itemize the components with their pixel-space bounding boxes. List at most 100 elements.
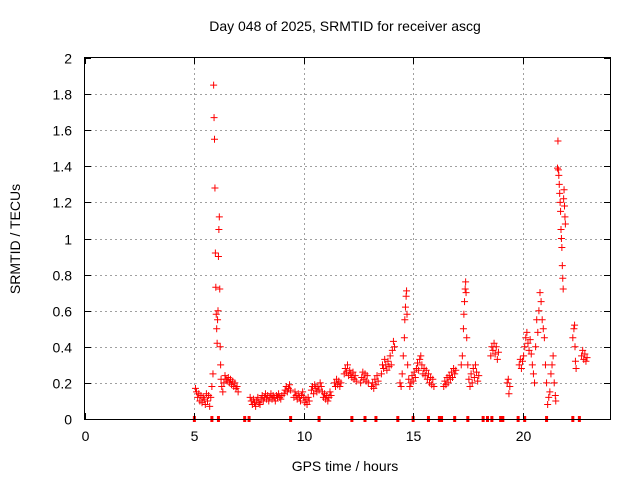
data-point — [221, 372, 229, 380]
data-point — [400, 334, 408, 342]
data-point — [554, 164, 561, 172]
data-point — [520, 352, 528, 360]
data-point — [330, 379, 338, 387]
y-tick-label: 1.6 — [53, 123, 73, 139]
data-point — [463, 334, 471, 342]
data-point — [401, 303, 409, 311]
data-point — [305, 397, 313, 405]
data-point — [210, 114, 218, 122]
data-point — [583, 354, 591, 362]
data-point — [415, 366, 423, 374]
data-point — [487, 352, 495, 360]
data-point — [462, 289, 470, 297]
data-point — [232, 384, 240, 392]
data-point — [212, 283, 220, 291]
data-point — [219, 388, 227, 396]
data-point — [291, 388, 299, 396]
data-point — [559, 285, 567, 293]
data-point — [418, 361, 426, 369]
data-point — [544, 401, 552, 409]
data-point — [403, 287, 411, 295]
data-point — [550, 379, 558, 387]
data-point — [234, 388, 242, 396]
data-point — [214, 316, 222, 324]
data-point — [215, 225, 223, 233]
data-point — [406, 383, 414, 391]
data-point — [287, 386, 295, 394]
data-point — [549, 352, 557, 360]
y-tick-label: 0 — [64, 412, 72, 428]
data-point — [372, 381, 380, 389]
data-point — [311, 381, 319, 389]
y-axis-title: SRMTID / TECUs — [7, 184, 23, 294]
y-tick-label: 0.6 — [53, 304, 73, 320]
data-point — [303, 401, 311, 409]
data-point — [519, 357, 526, 365]
data-point — [255, 399, 263, 407]
data-point — [490, 339, 498, 347]
data-point — [523, 328, 531, 336]
y-tick-label: 0.2 — [53, 376, 73, 392]
data-point — [209, 370, 217, 378]
data-point — [449, 373, 456, 381]
data-point — [545, 393, 553, 401]
data-point — [215, 213, 223, 221]
data-point — [416, 355, 424, 363]
data-point — [538, 316, 546, 324]
data-point — [460, 310, 468, 318]
data-point — [473, 368, 481, 376]
data-point — [552, 397, 560, 405]
data-point — [559, 274, 567, 282]
data-point — [252, 402, 260, 410]
data-point — [556, 189, 564, 197]
data-point — [489, 346, 497, 354]
data-point — [537, 298, 545, 306]
data-point — [403, 310, 411, 318]
data-point — [231, 379, 239, 387]
data-point — [582, 357, 590, 365]
data-point — [218, 383, 226, 391]
data-point — [572, 364, 580, 372]
data-point — [494, 348, 502, 356]
data-point — [558, 262, 566, 270]
data-point — [326, 388, 334, 396]
data-point — [491, 350, 499, 358]
data-point — [517, 364, 525, 372]
data-point — [374, 377, 382, 385]
data-point — [430, 383, 438, 391]
data-point — [207, 393, 215, 401]
data-point — [522, 334, 530, 342]
data-point — [201, 401, 209, 409]
data-point — [461, 285, 469, 293]
data-point — [299, 388, 307, 396]
data-point — [363, 372, 371, 380]
data-point — [254, 393, 262, 401]
data-point — [561, 202, 568, 210]
data-point — [200, 395, 208, 403]
data-point — [474, 377, 482, 385]
data-point — [569, 334, 577, 342]
data-point — [310, 390, 318, 398]
data-point — [493, 355, 501, 363]
x-tick-label: 15 — [406, 428, 422, 444]
data-point — [211, 184, 219, 192]
data-point — [555, 180, 563, 188]
data-point — [557, 225, 565, 233]
data-point — [265, 397, 273, 405]
data-point — [271, 397, 279, 405]
data-point — [465, 375, 473, 383]
data-point — [470, 373, 478, 381]
data-point — [380, 364, 388, 372]
data-point — [352, 377, 360, 385]
data-point — [246, 393, 254, 401]
data-point — [294, 390, 302, 398]
data-point — [399, 352, 407, 360]
data-point — [191, 384, 199, 392]
data-point — [351, 372, 359, 380]
data-point — [515, 361, 523, 369]
data-point — [341, 364, 349, 372]
data-point — [396, 379, 404, 387]
x-tick-label: 0 — [82, 428, 90, 444]
data-point — [283, 388, 291, 396]
